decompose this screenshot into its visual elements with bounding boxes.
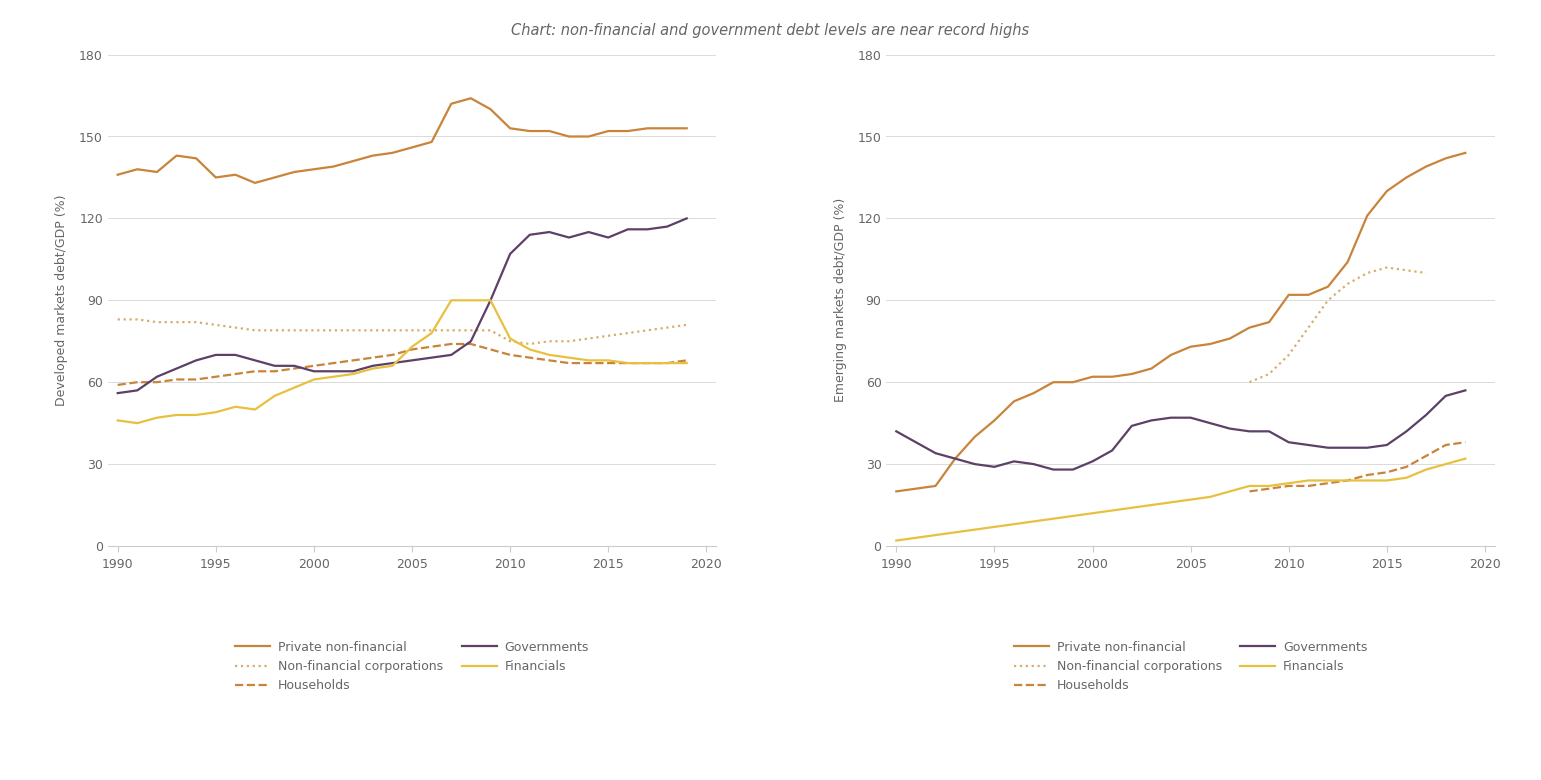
Y-axis label: Emerging markets debt/GDP (%): Emerging markets debt/GDP (%) [834, 198, 846, 402]
Text: Chart: non-financial and government debt levels are near record highs: Chart: non-financial and government debt… [512, 23, 1029, 38]
Legend: Private non-financial, Non-financial corporations, Households, Governments, Fina: Private non-financial, Non-financial cor… [1009, 636, 1371, 697]
Y-axis label: Developed markets debt/GDP (%): Developed markets debt/GDP (%) [55, 194, 68, 406]
Legend: Private non-financial, Non-financial corporations, Households, Governments, Fina: Private non-financial, Non-financial cor… [231, 636, 593, 697]
